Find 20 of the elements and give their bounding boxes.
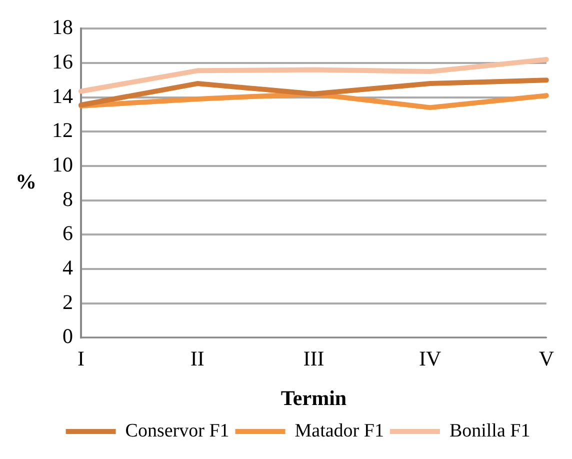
x-tick-label: I [78,346,84,371]
x-axis-title: Termin [280,386,347,410]
y-tick-label: 4 [62,255,74,280]
y-tick-label: 2 [62,290,73,314]
y-tick-label: 0 [62,324,73,348]
legend-label: Conservor F1 [125,420,230,442]
legend-label: Bonilla F1 [449,420,530,442]
y-tick-label: 12 [52,118,73,142]
y-tick-label: 6 [62,221,73,246]
y-tick-label: 8 [62,186,73,211]
y-tick-label: 14 [52,84,74,108]
y-tick-label: 18 [52,15,73,40]
y-axis-title: % [16,170,36,194]
x-tick-label: V [538,346,554,371]
x-tick-label: III [303,346,324,371]
y-tick-label: 10 [52,152,73,176]
y-tick-label: 16 [52,49,73,74]
x-tick-label: IV [418,346,442,371]
legend-label: Matador F1 [294,420,384,442]
x-tick-label: II [190,346,204,371]
